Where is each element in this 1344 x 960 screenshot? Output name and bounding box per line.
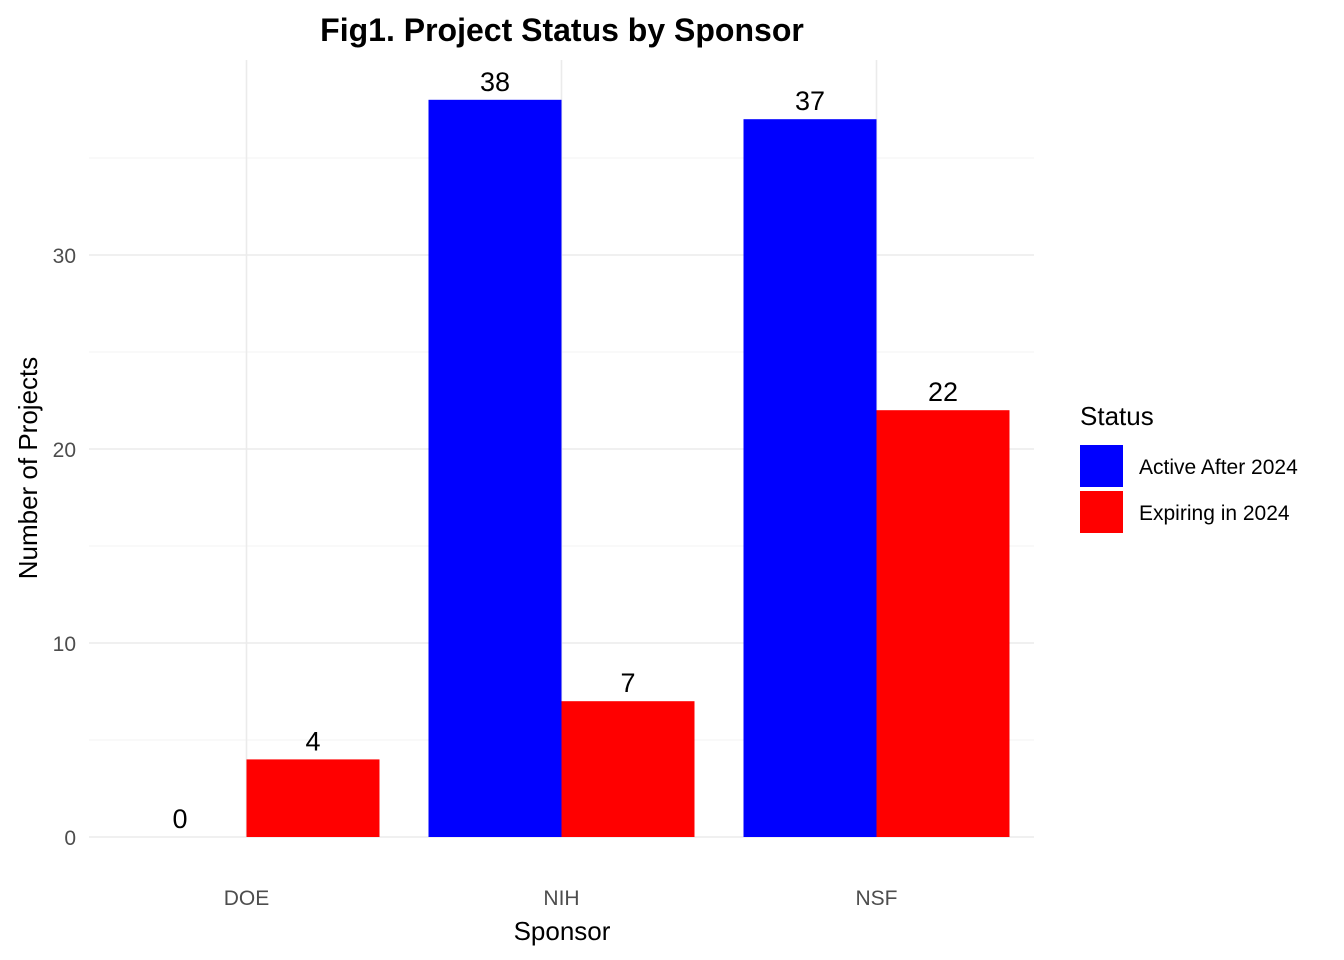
y-axis-title: Number of Projects: [13, 357, 43, 580]
y-tick-label: 30: [53, 245, 76, 268]
bars: [246, 99, 1010, 838]
y-tick-label: 0: [64, 827, 76, 850]
bar-labels: 0 4 38 7 37 22: [172, 67, 958, 834]
bar-nsf-1: [876, 410, 1010, 837]
bar-nih-1: [561, 701, 695, 837]
bar-value-label: 0: [172, 804, 187, 834]
x-axis-ticks: DOE NIH NSF: [224, 887, 898, 910]
legend-label: Expiring in 2024: [1139, 502, 1290, 525]
bar-nih-0: [428, 99, 562, 838]
bar-value-label: 22: [928, 377, 958, 407]
chart-title: Fig1. Project Status by Sponsor: [320, 12, 804, 48]
x-tick-label: DOE: [224, 887, 270, 910]
bar-value-label: 38: [480, 67, 510, 97]
x-tick-label: NIH: [543, 887, 579, 910]
legend: Status Active After 2024 Expiring in 2024: [1080, 401, 1298, 533]
legend-label: Active After 2024: [1139, 456, 1298, 479]
x-tick-label: NSF: [856, 887, 898, 910]
bar-value-label: 4: [305, 726, 320, 756]
bar-doe-1: [246, 759, 380, 837]
bar-value-label: 37: [795, 86, 825, 116]
legend-key: [1080, 491, 1123, 533]
bar-nsf-0: [743, 119, 877, 837]
y-tick-label: 10: [53, 633, 76, 656]
y-axis-ticks: 0 10 20 30: [53, 245, 76, 850]
y-tick-label: 20: [53, 439, 76, 462]
bar-value-label: 7: [620, 668, 635, 698]
legend-key: [1080, 445, 1123, 487]
legend-title: Status: [1080, 401, 1154, 431]
x-axis-title: Sponsor: [514, 916, 611, 946]
